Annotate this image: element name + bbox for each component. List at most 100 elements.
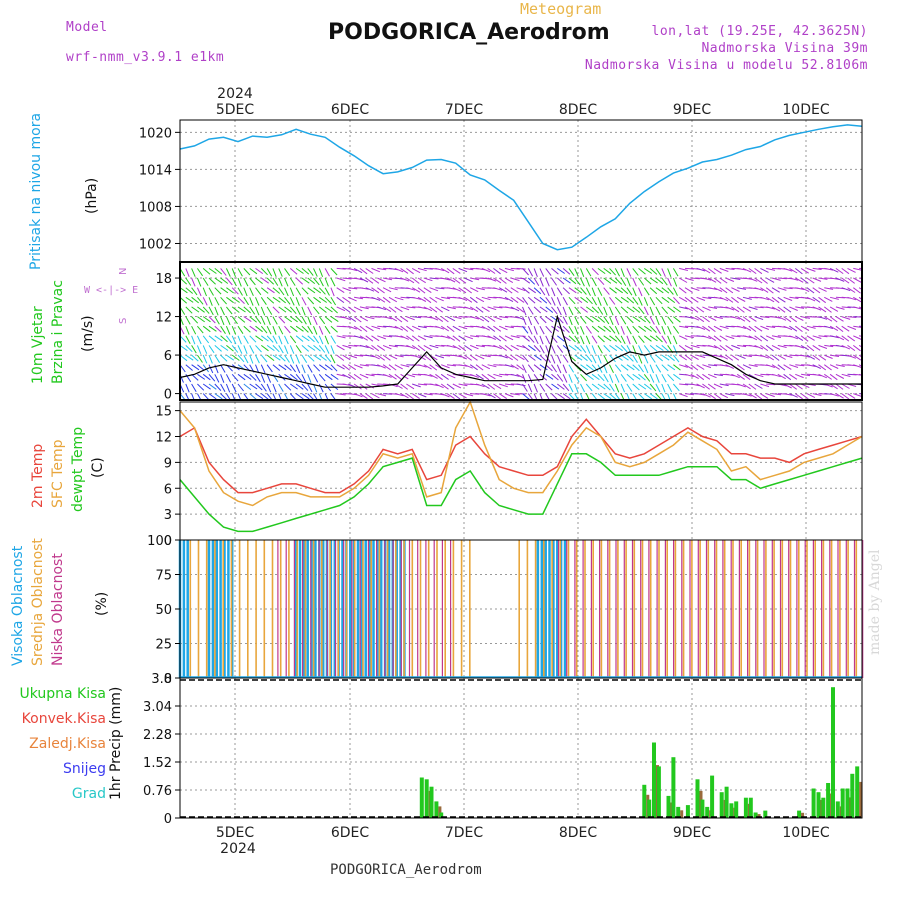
wind-barb bbox=[464, 344, 473, 351]
precip-total-bar bbox=[748, 797, 753, 818]
wind-barb bbox=[464, 325, 474, 328]
wind-barb bbox=[545, 393, 551, 400]
wind-barb bbox=[202, 335, 210, 344]
wind-barb bbox=[191, 373, 199, 381]
wind-barb bbox=[673, 306, 681, 313]
wind-barb bbox=[673, 354, 680, 363]
wind-barb bbox=[533, 268, 538, 277]
wind-barb bbox=[487, 316, 496, 322]
wind-barb bbox=[661, 383, 666, 393]
wind-barb bbox=[406, 383, 415, 390]
wind-barb bbox=[597, 354, 602, 364]
wind-barb bbox=[783, 373, 792, 381]
wind-barb bbox=[522, 268, 529, 276]
y-tick-label: 1002 bbox=[139, 237, 172, 252]
wind-barb bbox=[504, 267, 514, 272]
wind-barb bbox=[853, 306, 862, 310]
wind-barb bbox=[614, 268, 621, 277]
wind-barb bbox=[818, 287, 827, 292]
wind-barb bbox=[800, 325, 810, 331]
wind-barb bbox=[609, 287, 617, 294]
wind-barb bbox=[644, 267, 653, 274]
wind-barb bbox=[609, 325, 616, 334]
wind-barb bbox=[708, 364, 718, 367]
wind-barb bbox=[237, 373, 246, 381]
wind-barb bbox=[510, 354, 519, 361]
wind-barb bbox=[295, 345, 302, 354]
top-day-label: 6DEC bbox=[331, 102, 370, 118]
wind-barb bbox=[272, 383, 277, 393]
wind-barb bbox=[255, 354, 260, 364]
wind-barb bbox=[638, 277, 645, 286]
wind-barb bbox=[318, 306, 327, 313]
wind-barb bbox=[562, 393, 571, 400]
wind-barb bbox=[632, 297, 639, 305]
wind-barb bbox=[684, 364, 693, 370]
wind-barb bbox=[243, 345, 248, 354]
wind-barb bbox=[632, 393, 638, 400]
wind-barb bbox=[475, 354, 485, 360]
grid-layer bbox=[180, 120, 862, 819]
wind-barb bbox=[197, 325, 204, 334]
wind-barb bbox=[365, 354, 375, 358]
wind-barb bbox=[417, 383, 427, 386]
wind-barb bbox=[707, 335, 717, 342]
wind-barb bbox=[499, 296, 509, 300]
wind-barb bbox=[359, 267, 368, 275]
wind-barb bbox=[289, 364, 297, 373]
wind-barb bbox=[632, 354, 638, 363]
wind-barb bbox=[812, 364, 822, 369]
wind-barb bbox=[748, 277, 758, 282]
wind-barb bbox=[388, 354, 398, 360]
wind-barb bbox=[498, 344, 507, 351]
wind-barb bbox=[591, 373, 600, 381]
wind-barb bbox=[475, 364, 484, 371]
wind-barb bbox=[226, 354, 235, 361]
wind-barb bbox=[435, 364, 444, 371]
wind-barb bbox=[615, 344, 623, 352]
wind-barb bbox=[191, 268, 196, 277]
wind-barb bbox=[829, 316, 838, 323]
wind-barb bbox=[394, 364, 403, 370]
wind-barb bbox=[533, 354, 542, 361]
wind-barb bbox=[353, 306, 363, 312]
wind-barb bbox=[702, 393, 711, 398]
wind-barb bbox=[318, 316, 326, 325]
wind-barb bbox=[736, 364, 745, 371]
wind-barb bbox=[655, 287, 664, 294]
wind-barb bbox=[208, 267, 217, 274]
wind-barb bbox=[394, 325, 404, 331]
wind-barb bbox=[835, 344, 845, 348]
wind-barb bbox=[835, 325, 844, 333]
wind-barb bbox=[539, 296, 548, 304]
wind-barb bbox=[719, 393, 729, 399]
wind-barb bbox=[586, 373, 594, 381]
wind-barb bbox=[260, 306, 266, 316]
wind-barb bbox=[307, 335, 315, 343]
wind-barb bbox=[649, 364, 655, 374]
wind-barb bbox=[638, 393, 646, 400]
wind-barb bbox=[406, 316, 415, 321]
wind-barb bbox=[841, 344, 851, 350]
wind-barb bbox=[394, 296, 404, 301]
wind-barb bbox=[406, 393, 414, 400]
wind-barb bbox=[388, 316, 398, 322]
wind-barb bbox=[626, 277, 631, 287]
wind-barb bbox=[830, 354, 840, 357]
y-tick-label: 0 bbox=[164, 388, 172, 403]
y-tick-label: 75 bbox=[155, 569, 172, 584]
wind-barb bbox=[429, 373, 438, 379]
wind-barb bbox=[388, 373, 397, 380]
wind-barb bbox=[522, 325, 529, 334]
wind-barb bbox=[185, 335, 191, 344]
wind-barb bbox=[487, 335, 497, 340]
wind-barb bbox=[684, 277, 694, 281]
wind-barb bbox=[481, 316, 490, 323]
wind-barb bbox=[626, 364, 635, 371]
wind-barb bbox=[510, 364, 519, 370]
wind-barb bbox=[342, 354, 351, 361]
wind-barb bbox=[852, 344, 861, 352]
top-year-label: 2024 bbox=[217, 86, 253, 102]
wind-barb bbox=[591, 364, 599, 372]
wind-barb bbox=[214, 335, 223, 342]
